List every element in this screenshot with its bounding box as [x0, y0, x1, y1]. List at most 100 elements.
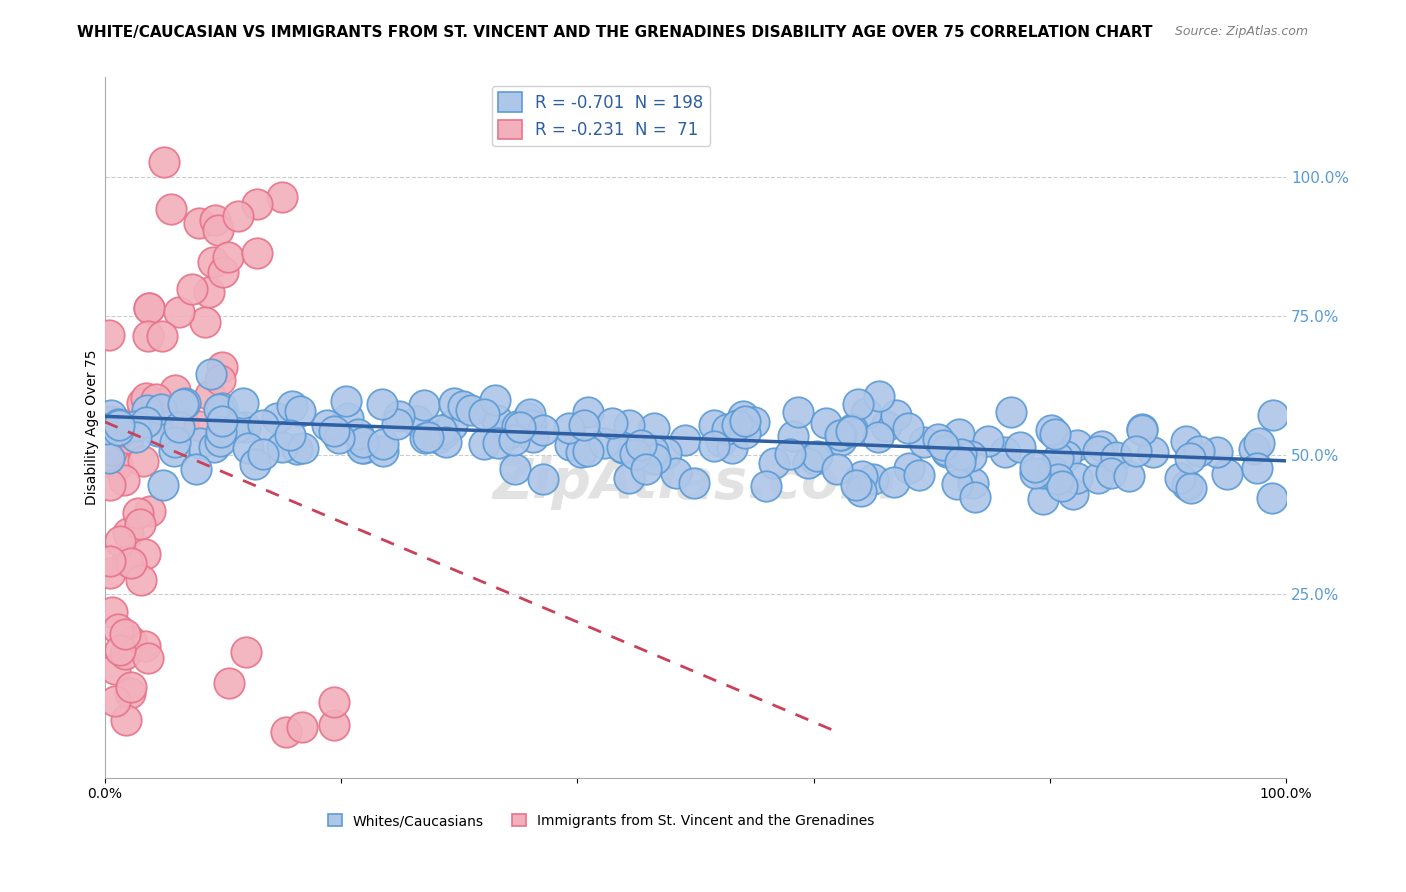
Point: [211, 359, 233, 374]
Point: [145, 392, 167, 407]
Point: [1188, 443, 1211, 458]
Point: [804, 452, 827, 467]
Point: [827, 462, 849, 476]
Point: [120, 556, 142, 570]
Point: [725, 418, 748, 433]
Point: [138, 301, 160, 316]
Point: [963, 491, 986, 505]
Point: [1046, 451, 1069, 466]
Point: [1263, 408, 1285, 422]
Point: [108, 424, 131, 438]
Point: [1216, 467, 1239, 482]
Point: [908, 467, 931, 482]
Point: [98, 566, 121, 581]
Point: [1045, 426, 1067, 441]
Point: [866, 429, 889, 443]
Point: [716, 421, 738, 435]
Point: [1175, 478, 1198, 492]
Point: [167, 420, 190, 434]
Point: [139, 413, 162, 427]
Point: [218, 675, 240, 690]
Point: [278, 428, 301, 442]
Point: [209, 425, 232, 439]
Point: [830, 434, 852, 448]
Point: [120, 680, 142, 694]
Point: [188, 419, 211, 434]
Point: [186, 461, 208, 475]
Point: [946, 477, 969, 491]
Point: [576, 443, 599, 458]
Point: [371, 437, 394, 451]
Point: [1091, 439, 1114, 453]
Point: [675, 433, 697, 447]
Point: [236, 442, 259, 456]
Point: [883, 475, 905, 489]
Point: [1032, 491, 1054, 506]
Point: [388, 409, 411, 423]
Point: [846, 397, 869, 411]
Point: [600, 416, 623, 430]
Point: [815, 416, 838, 430]
Point: [217, 250, 239, 264]
Point: [134, 639, 156, 653]
Point: [1087, 444, 1109, 458]
Point: [103, 694, 125, 708]
Point: [280, 399, 302, 413]
Point: [188, 435, 211, 450]
Point: [266, 410, 288, 425]
Point: [472, 408, 495, 422]
Point: [762, 456, 785, 470]
Point: [486, 436, 509, 450]
Point: [1087, 470, 1109, 484]
Point: [405, 414, 427, 428]
Point: [98, 451, 121, 466]
Point: [131, 395, 153, 409]
Point: [246, 196, 269, 211]
Point: [1125, 444, 1147, 458]
Point: [949, 447, 972, 461]
Point: [100, 415, 122, 429]
Point: [114, 627, 136, 641]
Point: [290, 404, 312, 418]
Point: [125, 430, 148, 444]
Point: [1066, 471, 1088, 485]
Point: [98, 328, 121, 343]
Point: [721, 441, 744, 455]
Point: [1040, 423, 1063, 437]
Point: [134, 547, 156, 561]
Point: [139, 504, 162, 518]
Point: [948, 426, 970, 441]
Point: [710, 434, 733, 449]
Point: [270, 190, 292, 204]
Point: [851, 484, 873, 499]
Point: [152, 477, 174, 491]
Point: [245, 457, 267, 471]
Point: [1247, 436, 1270, 450]
Point: [291, 442, 314, 456]
Point: [108, 534, 131, 549]
Point: [935, 443, 957, 458]
Point: [1099, 466, 1122, 480]
Point: [163, 384, 186, 398]
Point: [1062, 487, 1084, 501]
Point: [755, 479, 778, 493]
Point: [702, 418, 724, 433]
Point: [135, 391, 157, 405]
Point: [1180, 451, 1202, 466]
Point: [845, 478, 868, 492]
Point: [683, 476, 706, 491]
Point: [174, 396, 197, 410]
Point: [936, 445, 959, 459]
Point: [731, 409, 754, 423]
Point: [522, 430, 544, 444]
Point: [560, 438, 582, 452]
Point: [100, 408, 122, 422]
Point: [200, 367, 222, 381]
Point: [1180, 481, 1202, 495]
Point: [226, 209, 249, 223]
Point: [912, 434, 935, 449]
Point: [630, 438, 652, 452]
Point: [211, 401, 233, 416]
Point: [1032, 466, 1054, 480]
Point: [643, 444, 665, 458]
